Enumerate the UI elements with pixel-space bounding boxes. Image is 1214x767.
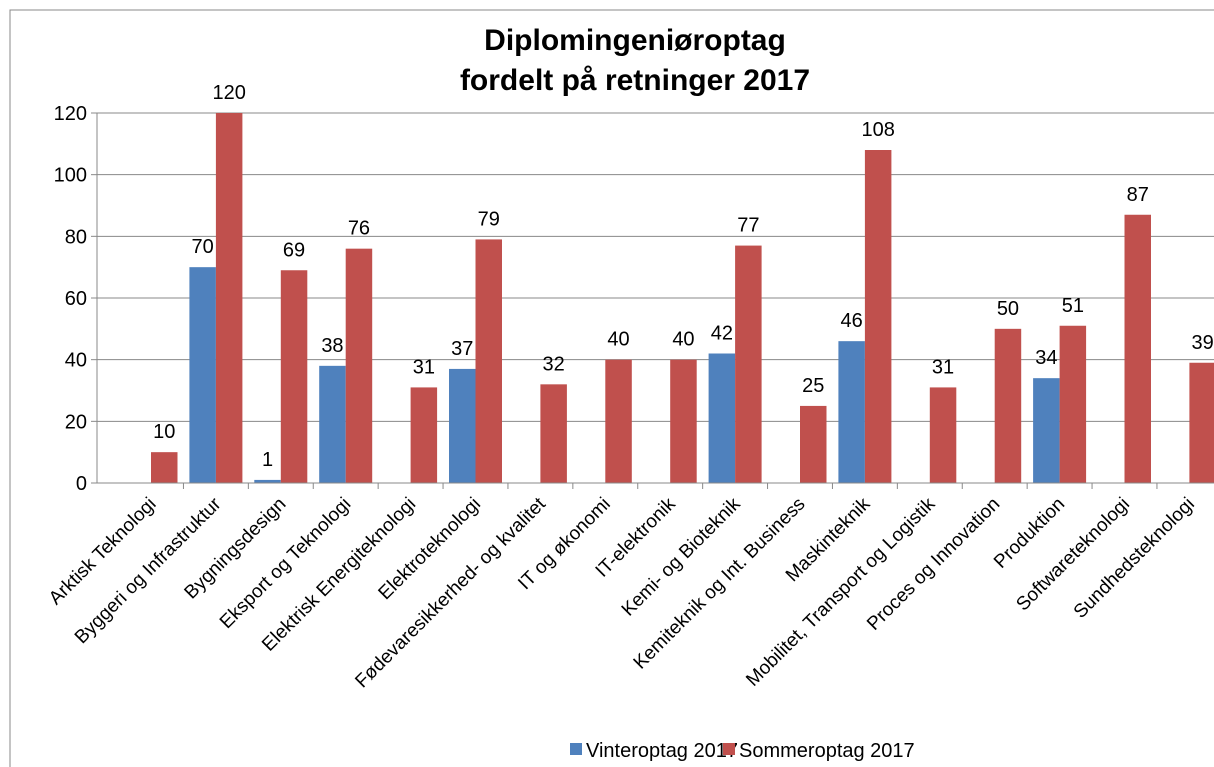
bar	[929, 387, 957, 483]
value-label: 70	[192, 236, 214, 258]
y-tick-label: 80	[65, 226, 87, 248]
legend-swatch	[570, 743, 582, 755]
y-tick-label: 100	[54, 165, 87, 187]
value-label: 51	[1062, 295, 1084, 317]
y-tick-label: 40	[65, 350, 87, 372]
value-label: 108	[861, 119, 894, 141]
value-label: 31	[932, 356, 954, 378]
bar	[994, 328, 1022, 483]
bar	[1189, 362, 1214, 483]
legend-label: Vinteroptag 2017	[586, 740, 738, 762]
value-label: 40	[607, 329, 629, 351]
bar	[254, 479, 281, 483]
legend-swatch	[723, 743, 735, 755]
chart-title: fordelt på retninger 2017	[460, 64, 810, 97]
value-label: 39	[1192, 332, 1214, 354]
bar	[151, 452, 178, 483]
value-label: 42	[711, 323, 733, 345]
value-label: 38	[321, 335, 343, 357]
bar	[345, 248, 373, 483]
bar	[449, 368, 476, 483]
y-tick-label: 20	[65, 411, 87, 433]
bar	[864, 150, 892, 483]
bar	[1124, 214, 1151, 483]
value-label: 32	[543, 353, 565, 375]
value-label: 25	[802, 375, 824, 397]
value-label: 46	[841, 310, 863, 332]
value-label: 77	[737, 215, 759, 237]
bar	[540, 384, 567, 483]
bar	[670, 359, 697, 483]
bar	[189, 267, 216, 483]
value-label: 120	[212, 82, 245, 104]
value-label: 34	[1035, 347, 1057, 369]
bar	[1059, 325, 1087, 483]
y-tick-label: 120	[54, 103, 87, 125]
value-label: 37	[451, 338, 473, 360]
bar	[708, 353, 736, 483]
bar	[735, 245, 762, 483]
bar	[280, 270, 308, 483]
value-label: 50	[997, 298, 1019, 320]
value-label: 79	[478, 208, 500, 230]
legend-label: Sommeroptag 2017	[739, 740, 915, 762]
bar	[475, 239, 502, 483]
bar	[410, 387, 438, 483]
bar	[215, 113, 243, 483]
bar	[800, 405, 827, 483]
bar	[838, 341, 865, 483]
bar	[1033, 378, 1060, 483]
value-label: 31	[413, 356, 435, 378]
y-tick-label: 0	[76, 473, 87, 495]
chart-title: Diplomingeniøroptag	[484, 24, 786, 57]
bar	[319, 365, 346, 483]
value-label: 1	[262, 449, 273, 471]
bar	[605, 359, 632, 483]
value-label: 40	[672, 329, 694, 351]
value-label: 76	[348, 218, 370, 240]
value-label: 87	[1127, 184, 1149, 206]
y-tick-label: 60	[65, 288, 87, 310]
value-label: 69	[283, 239, 305, 261]
value-label: 10	[153, 421, 175, 443]
